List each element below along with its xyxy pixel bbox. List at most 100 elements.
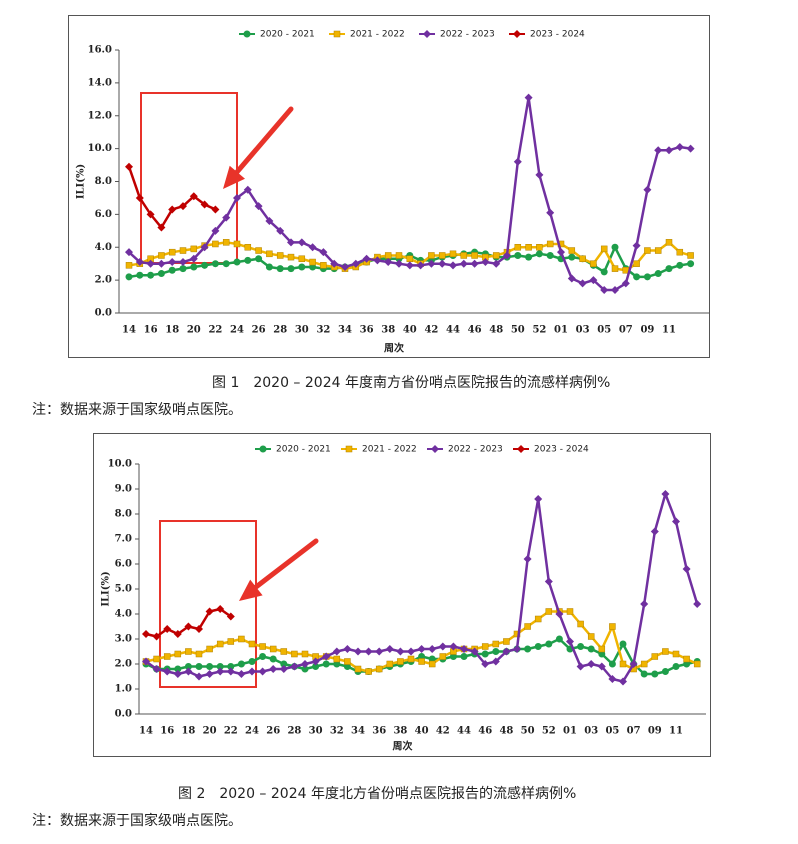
point [195, 672, 203, 681]
point [492, 648, 500, 655]
point [287, 238, 295, 247]
point [168, 205, 177, 214]
point [163, 667, 172, 676]
point [460, 252, 468, 259]
point [179, 202, 187, 211]
point [676, 261, 684, 269]
point [460, 645, 468, 653]
y-axis-title: ILI(%) [76, 164, 87, 199]
y-tick-label: 14.0 [88, 77, 112, 88]
point [276, 226, 285, 235]
point [546, 208, 555, 217]
point [206, 663, 214, 670]
legend legend-label: 2020 - 2021 [260, 30, 315, 40]
legend-marker [513, 30, 521, 38]
point [332, 647, 341, 656]
x-tick-label: 50 [511, 325, 525, 336]
point [609, 623, 616, 630]
point [184, 622, 193, 631]
y-tick-label: 0.0 [115, 709, 132, 720]
point [206, 645, 213, 653]
x-tick-label: 44 [446, 325, 460, 336]
legend legend-label: 2020 - 2021 [276, 445, 331, 455]
point [654, 247, 662, 254]
point [265, 263, 273, 271]
point [491, 657, 500, 666]
point [174, 665, 182, 673]
point [301, 650, 309, 658]
x-tick-label: 16 [144, 325, 158, 336]
point [587, 645, 595, 653]
point [589, 276, 598, 285]
point [341, 262, 349, 271]
point [301, 665, 309, 673]
point [243, 185, 252, 194]
x-tick-label: 18 [165, 325, 179, 336]
point [227, 663, 235, 670]
point [200, 243, 209, 252]
point [146, 259, 155, 268]
point [343, 645, 352, 653]
point [280, 648, 288, 655]
point [417, 645, 426, 653]
point [168, 258, 177, 267]
point [153, 655, 160, 663]
legend-marker [517, 445, 525, 453]
point [665, 146, 673, 155]
point [524, 645, 532, 653]
series [125, 93, 695, 294]
point [534, 495, 543, 503]
point [301, 660, 309, 668]
point [265, 216, 274, 225]
x-tick-label: 24 [245, 726, 259, 737]
point [514, 251, 522, 259]
point [309, 258, 316, 266]
point [375, 665, 383, 673]
legend-marker [259, 445, 267, 453]
y-tick-label: 2.0 [95, 275, 112, 286]
point [173, 670, 182, 678]
point [362, 254, 371, 263]
note: 注：数据来源于国家级哨点医院。 [32, 813, 242, 829]
legend legend-label: 2022 - 2023 [440, 30, 495, 40]
point [535, 250, 543, 258]
point [179, 247, 187, 254]
point [222, 213, 231, 222]
y-tick-label: 2.0 [115, 659, 132, 670]
legend legend-label: 2022 - 2023 [448, 445, 503, 455]
point [470, 647, 479, 656]
point [290, 662, 299, 671]
legend legend-label: 2021 - 2022 [350, 30, 405, 40]
legend legend-label: 2023 - 2024 [530, 30, 585, 40]
x-tick-label: 22 [208, 325, 222, 336]
point [524, 623, 531, 630]
point [654, 146, 663, 155]
point [212, 240, 219, 248]
point [621, 279, 630, 288]
point [471, 252, 478, 259]
x-tick-label: 36 [360, 325, 374, 336]
point [226, 667, 235, 676]
x-tick-label: 01 [554, 325, 568, 336]
legend legend-label: 2023 - 2024 [534, 445, 589, 455]
point [216, 667, 225, 676]
point [687, 252, 694, 259]
x-tick-label: 28 [287, 726, 301, 737]
point [650, 527, 659, 536]
x-tick-label: 34 [351, 726, 365, 737]
point [481, 660, 490, 668]
point [534, 615, 542, 623]
x-tick-label: 01 [563, 726, 577, 737]
point [184, 667, 193, 676]
point [439, 653, 447, 660]
point [577, 620, 584, 628]
y-tick-label: 8.0 [115, 509, 132, 520]
y-tick-label: 6.0 [115, 559, 132, 570]
x-tick-label: 36 [372, 726, 386, 737]
point [396, 647, 405, 656]
y-tick-label: 3.0 [115, 634, 132, 645]
point [693, 600, 702, 608]
point [525, 244, 532, 251]
point [449, 250, 457, 258]
